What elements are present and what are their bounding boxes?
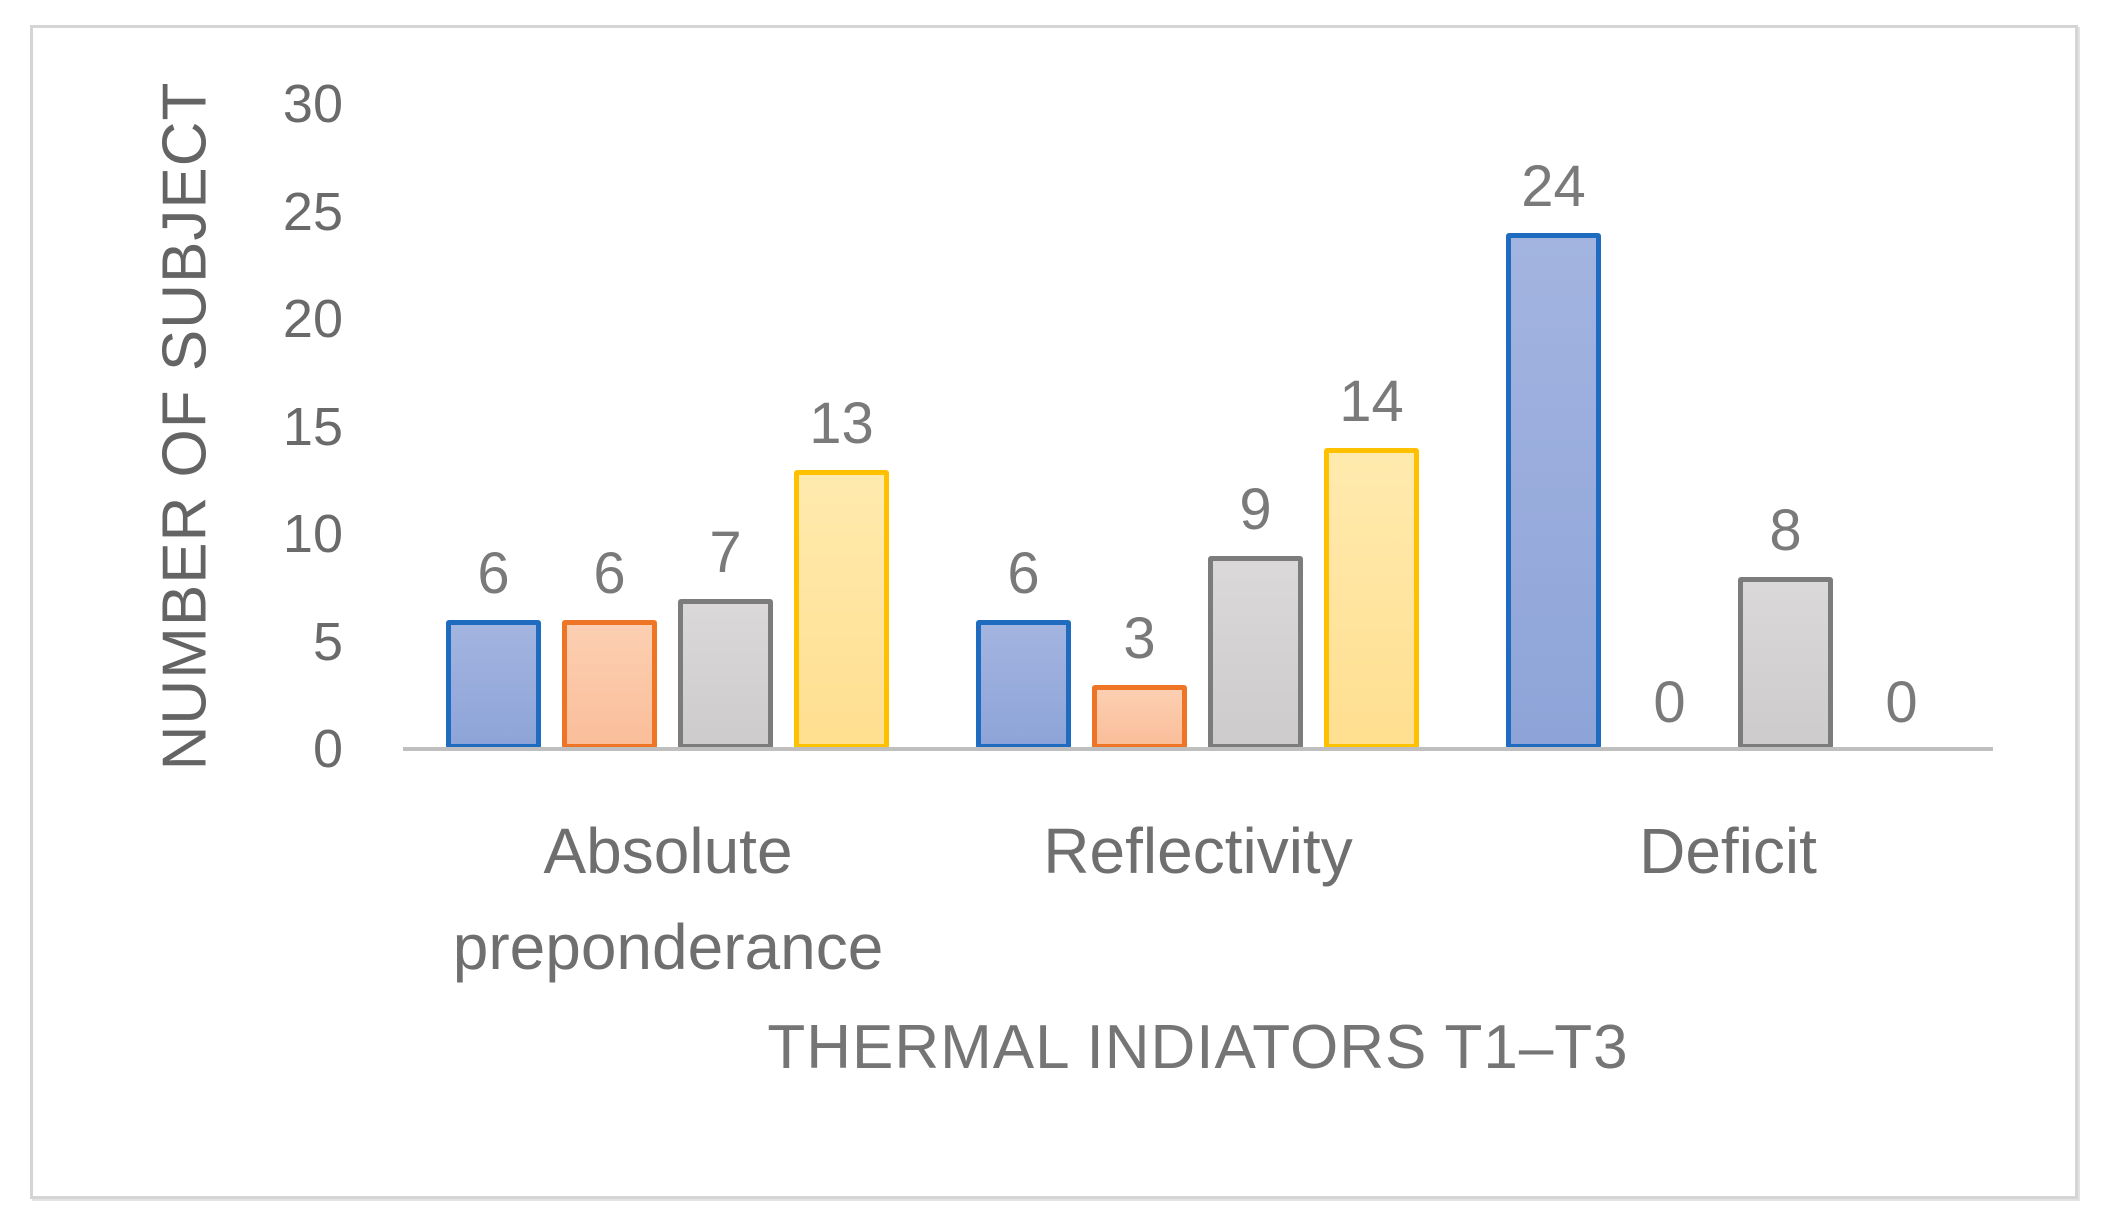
bar-value-label: 9 <box>1239 476 1272 542</box>
bar-yellow-1 <box>1324 448 1419 749</box>
bar-value-label: 0 <box>1653 670 1686 735</box>
y-tick-label: 0 <box>312 719 343 779</box>
y-tick-label: 10 <box>282 504 343 564</box>
bar-blue-0 <box>446 620 541 749</box>
bar-value-label: 6 <box>593 541 626 606</box>
bar-yellow-0 <box>794 469 889 749</box>
y-tick-label: 15 <box>282 396 343 457</box>
category-label: Reflectivity <box>1043 815 1353 887</box>
category-label: Absolute preponderance <box>452 815 884 983</box>
y-tick-label: 25 <box>282 181 343 242</box>
x-axis-title: THERMAL INDIATORS T1–T3 <box>767 1013 1629 1082</box>
y-tick-label: 30 <box>282 74 343 134</box>
bar-value-label: 0 <box>1885 670 1918 735</box>
bar-gray-1 <box>1208 555 1303 749</box>
bar-value-label: 8 <box>1769 498 1802 563</box>
chart-frame: NUMBER OF SUBJECT 0 5 10 15 20 25 30 6 6 7 13 6 3 9 1… <box>30 25 2078 1199</box>
bar-gray-0 <box>678 598 773 749</box>
bar-value-label: 7 <box>709 519 742 585</box>
bar-blue-1 <box>976 620 1071 749</box>
bar-value-label: 6 <box>1007 541 1040 606</box>
category-label: Deficit <box>1639 815 1817 887</box>
x-axis-line <box>403 747 1993 751</box>
bar-value-label: 3 <box>1123 605 1156 671</box>
bar-value-label: 24 <box>1521 154 1586 219</box>
bar-value-label: 14 <box>1339 369 1404 434</box>
bar-orange-1 <box>1092 684 1187 749</box>
bar-value-label: 13 <box>809 390 874 456</box>
bar-blue-2 <box>1506 233 1601 749</box>
y-tick-label: 20 <box>282 289 343 349</box>
y-tick-label: 5 <box>312 611 343 672</box>
bar-value-label: 6 <box>477 541 510 606</box>
bar-orange-0 <box>562 620 657 749</box>
bar-gray-2 <box>1738 577 1833 749</box>
